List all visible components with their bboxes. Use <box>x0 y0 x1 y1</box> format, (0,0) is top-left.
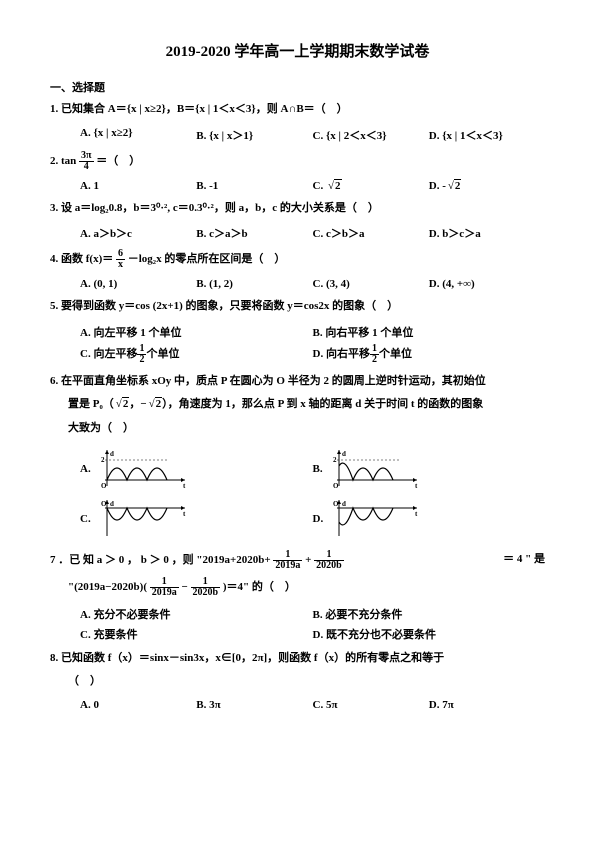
q4-opt-c: C. (3, 4) <box>313 276 429 292</box>
q8-opt-d: D. 7π <box>429 697 545 713</box>
q1-stem: 1. 已知集合 A＝{x | x≥2}，B＝{x | 1＜x＜3}，则 A∩B＝… <box>50 101 545 119</box>
q6-line3: 大致为（ ） <box>68 420 545 438</box>
curve-c-icon: t Od <box>99 498 189 540</box>
svg-text:t: t <box>183 482 186 490</box>
svg-text:O: O <box>333 482 339 490</box>
q4-stem: 4. 函数 f(x)＝ 6x －log₂x 的零点所在区间是（ ） <box>50 249 545 270</box>
curve-a-icon: 2 t Od <box>99 448 189 490</box>
q2-opt-b: B. -1 <box>196 178 312 194</box>
page-title: 2019-2020 学年高一上学期期末数学试卷 <box>50 40 545 61</box>
q1-opt-a: A. {x | x≥2} <box>80 125 196 145</box>
q6-line2: 置是 P₀（2，−2），角速度为 1，那么点 P 到 x 轴的距离 d 关于时间… <box>68 396 545 414</box>
q8-options: A. 0 B. 3π C. 5π D. 7π <box>80 697 545 713</box>
q3-opt-d: D. b＞c＞a <box>429 223 545 243</box>
svg-text:t: t <box>415 510 418 518</box>
q7-opt-a: A. 充分不必要条件 <box>80 604 313 624</box>
q5-options: A. 向左平移 1 个单位 B. 向右平移 1 个单位 C. 向左平移12个单位… <box>80 322 545 367</box>
q1-options: A. {x | x≥2} B. {x | x＞1} C. {x | 2＜x＜3}… <box>80 125 545 145</box>
q2-opt-a: A. 1 <box>80 178 196 194</box>
section-heading: 一、选择题 <box>50 79 545 95</box>
q1-opt-d: D. {x | 1＜x＜3} <box>429 125 545 145</box>
q6-sketch-b: B. 2tOd <box>313 448 546 490</box>
svg-text:t: t <box>415 482 418 490</box>
q6-sketches: A. 2tOd B. 2tOd C. <box>80 444 545 544</box>
exam-page: 2019-2020 学年高一上学期期末数学试卷 一、选择题 1. 已知集合 A＝… <box>0 0 595 749</box>
q8-blank: （ ） <box>68 673 545 691</box>
q2-post: ＝（ ） <box>96 155 140 167</box>
q2-options: A. 1 B. -1 C. 2 D. -2 <box>80 178 545 194</box>
q6-sketch-d: D. tOd <box>313 498 546 540</box>
q3-stem: 3. 设 a＝log₂0.8，b＝3⁰·², c＝0.3⁰·²，则 a，b，c … <box>50 200 545 218</box>
curve-b-icon: 2 t Od <box>331 448 421 490</box>
svg-text:d: d <box>110 500 114 508</box>
q5-opt-d: D. 向右平移12个单位 <box>313 342 546 367</box>
q2-stem: 2. tan 3π4 ＝（ ） <box>50 151 545 172</box>
q7-line2: "(2019a−2020b)( 12019a − 12020b )＝4" 的（ … <box>68 577 545 598</box>
q7-options: A. 充分不必要条件 B. 必要不充分条件 C. 充要条件 D. 既不充分也不必… <box>80 604 545 644</box>
q8-opt-b: B. 3π <box>196 697 312 713</box>
svg-text:O: O <box>333 500 339 508</box>
q5-opt-c: C. 向左平移12个单位 <box>80 342 313 367</box>
q4-options: A. (0, 1) B. (1, 2) C. (3, 4) D. (4, +∞) <box>80 276 545 292</box>
q3-opt-c: C. c＞b＞a <box>313 223 429 243</box>
q3-options: A. a＞b＞c B. c＞a＞b C. c＞b＞a D. b＞c＞a <box>80 223 545 243</box>
curve-d-icon: t Od <box>331 498 421 540</box>
q5-stem: 5. 要得到函数 y＝cos (2x+1) 的图象，只要将函数 y＝cos2x … <box>50 298 545 316</box>
q7-line1: 7 ．已 知 a ＞ 0 ， b ＞ 0 ，则 "2019a+2020b+ 12… <box>50 550 545 571</box>
q1-opt-b: B. {x | x＞1} <box>196 125 312 145</box>
q3-opt-a: A. a＞b＞c <box>80 223 196 243</box>
q6-line1: 6. 在平面直角坐标系 xOy 中，质点 P 在圆心为 O 半径为 2 的圆周上… <box>50 373 545 391</box>
q2-pre: 2. tan <box>50 155 76 167</box>
q6-sketch-c: C. tOd <box>80 498 313 540</box>
q4-opt-a: A. (0, 1) <box>80 276 196 292</box>
svg-text:t: t <box>183 510 186 518</box>
q5-opt-a: A. 向左平移 1 个单位 <box>80 322 313 342</box>
q6-sketch-a: A. 2tOd <box>80 448 313 490</box>
q8-opt-a: A. 0 <box>80 697 196 713</box>
svg-text:d: d <box>342 500 346 508</box>
q2-opt-c: C. 2 <box>313 178 429 194</box>
q7-opt-d: D. 既不充分也不必要条件 <box>313 624 546 644</box>
q2-opt-d: D. -2 <box>429 178 545 194</box>
q4-opt-b: B. (1, 2) <box>196 276 312 292</box>
q8-stem: 8. 已知函数 f（x）＝sinx－sin3x，x∈[0，2π]，则函数 f（x… <box>50 650 545 668</box>
svg-text:2: 2 <box>101 456 105 464</box>
svg-text:d: d <box>342 450 346 458</box>
svg-text:d: d <box>110 450 114 458</box>
svg-text:O: O <box>101 500 107 508</box>
q1-opt-c: C. {x | 2＜x＜3} <box>313 125 429 145</box>
q5-opt-b: B. 向右平移 1 个单位 <box>313 322 546 342</box>
q2-frac: 3π4 <box>79 151 93 172</box>
q7-opt-c: C. 充要条件 <box>80 624 313 644</box>
q4-opt-d: D. (4, +∞) <box>429 276 545 292</box>
svg-text:O: O <box>101 482 107 490</box>
q8-opt-c: C. 5π <box>313 697 429 713</box>
q7-opt-b: B. 必要不充分条件 <box>313 604 546 624</box>
q3-opt-b: B. c＞a＞b <box>196 223 312 243</box>
q4-frac: 6x <box>116 249 125 270</box>
svg-text:2: 2 <box>333 456 337 464</box>
